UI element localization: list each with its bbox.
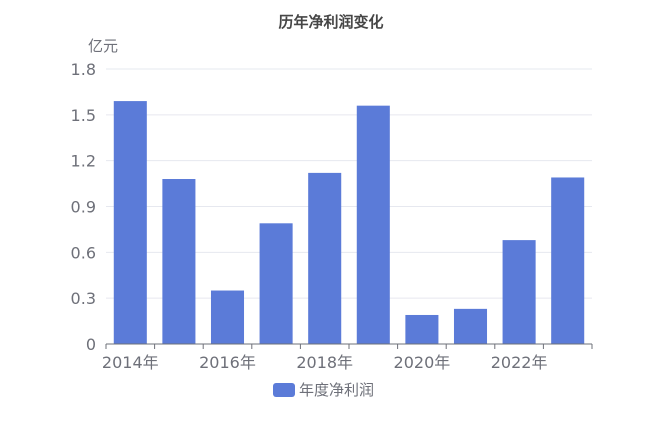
bar-2018年[interactable] bbox=[308, 172, 342, 344]
x-axis: 2014年 2016年 2018年 2020年 2022年 bbox=[102, 343, 593, 372]
y-tick-label: 0.9 bbox=[71, 198, 96, 217]
bar-2019年[interactable] bbox=[356, 105, 390, 345]
legend-swatch[interactable] bbox=[273, 383, 295, 397]
y-tick-label: 1.8 bbox=[71, 60, 96, 79]
bar-2016年[interactable] bbox=[210, 290, 245, 344]
bar-2020年[interactable] bbox=[405, 314, 439, 344]
x-tick-label: 2020年 bbox=[394, 353, 451, 372]
bar-2014年[interactable] bbox=[113, 101, 147, 344]
bars bbox=[113, 101, 585, 345]
bar-2017年[interactable] bbox=[259, 223, 293, 344]
x-tick-label: 2016年 bbox=[199, 353, 256, 372]
chart-title: 历年净利润变化 bbox=[278, 13, 383, 31]
bar-2015年[interactable] bbox=[162, 179, 196, 344]
y-tick-label: 0.6 bbox=[71, 243, 96, 262]
x-tick-label: 2018年 bbox=[296, 353, 353, 372]
x-tick-label: 2022年 bbox=[491, 353, 548, 372]
y-tick-label: 0.3 bbox=[71, 289, 96, 308]
legend-label[interactable]: 年度净利润 bbox=[299, 381, 374, 399]
y-tick-label: 0 bbox=[86, 335, 96, 354]
legend[interactable]: 年度净利润 bbox=[273, 381, 374, 399]
bar-2022年[interactable] bbox=[502, 240, 536, 344]
y-tick-label: 1.5 bbox=[71, 106, 96, 125]
bar-2021年[interactable] bbox=[453, 308, 488, 344]
y-tick-label: 1.2 bbox=[71, 152, 96, 171]
y-axis-ticks: 0 0.3 0.6 0.9 1.2 1.5 1.8 bbox=[71, 60, 96, 354]
bar-2023年[interactable] bbox=[551, 177, 585, 344]
x-tick-label: 2014年 bbox=[102, 353, 159, 372]
y-axis-unit: 亿元 bbox=[88, 37, 118, 55]
